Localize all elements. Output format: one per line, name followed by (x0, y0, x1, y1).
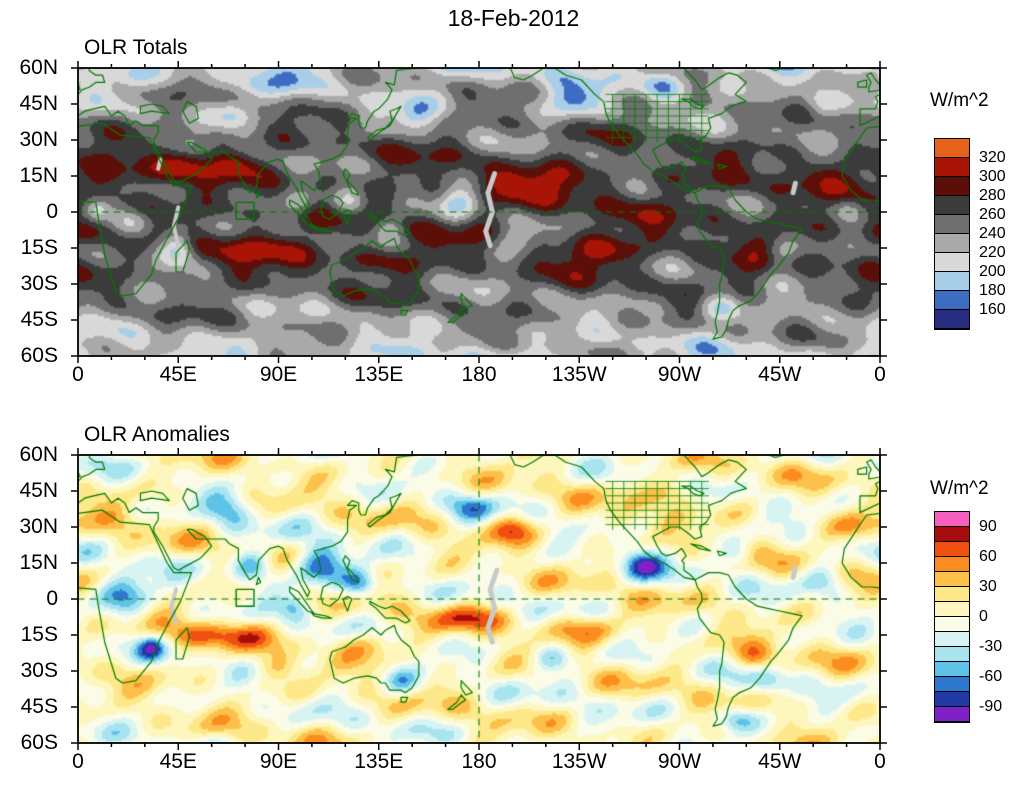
x-tick-label: 0 (874, 750, 886, 773)
y-tick-label: 15N (19, 551, 58, 574)
colorbar-cell (935, 617, 969, 632)
colorbar-tick-label: -30 (979, 638, 1003, 655)
colorbar-cell (935, 158, 969, 177)
colorbar-tick-label: 260 (979, 206, 1006, 223)
colorbar-tick-label: 160 (979, 301, 1006, 318)
y-tick-label: 30N (19, 128, 58, 151)
colorbar-cell (935, 692, 969, 707)
x-tick-label: 90E (259, 363, 298, 386)
colorbar-cell (935, 542, 969, 557)
colorbar-cell (935, 196, 969, 215)
olr-totals-axis-frame (71, 61, 887, 363)
y-tick-label: 15S (20, 236, 58, 259)
colorbar-cell (935, 234, 969, 253)
x-tick-label: 180 (461, 363, 497, 386)
colorbar-cell (935, 662, 969, 677)
colorbar-cell (935, 291, 969, 310)
y-tick-label: 0 (46, 587, 58, 610)
colorbar-tick-label: 60 (979, 548, 997, 565)
y-tick-label: 30N (19, 515, 58, 538)
x-tick-label: 90W (657, 750, 702, 773)
colorbar-cell (935, 253, 969, 272)
y-tick-label: 15N (19, 164, 58, 187)
olr-anomalies-y-axis-labels: 60N 45N 30N 15N 0 15S 30S 45S 60S (2, 444, 68, 754)
colorbar-cell (935, 647, 969, 662)
colorbar-tick-label: -90 (979, 698, 1003, 715)
colorbar-cell (935, 602, 969, 617)
x-tick-label: 135W (551, 750, 607, 773)
colorbar-cell (935, 557, 969, 572)
y-tick-label: 45N (19, 479, 58, 502)
x-tick-label: 135E (354, 750, 404, 773)
colorbar-tick-label: 320 (979, 149, 1006, 166)
y-tick-label: 60N (19, 443, 58, 466)
colorbar-olr-totals: W/m^2 320 300 280 260 240 220 200 180 160 (930, 90, 1027, 330)
colorbar-tick-label: 0 (979, 608, 988, 625)
x-tick-label: 45W (758, 363, 802, 386)
y-tick-label: 45S (20, 308, 58, 331)
colorbar-anomalies-cells: 90 60 30 0 -30 -60 -90 (934, 511, 1002, 723)
colorbar-tick-label: 280 (979, 187, 1006, 204)
x-tick-label: 90W (657, 363, 702, 386)
olr-anomalies-coastline-canvas (78, 455, 880, 743)
colorbar-tick-label: 300 (979, 168, 1006, 185)
colorbar-tick-label: 240 (979, 225, 1006, 242)
colorbar-cell (935, 272, 969, 291)
olr-totals-x-axis-labels: 0 45E 90E 135E 180 135W 90W 45W 0 (72, 363, 886, 389)
colorbar-olr-anomalies: W/m^2 90 60 30 0 -30 -60 -90 (930, 478, 1027, 723)
colorbar-cell (935, 527, 969, 542)
colorbar-cell (935, 587, 969, 602)
colorbar-cell (935, 177, 969, 196)
x-tick-label: 135E (354, 363, 404, 386)
x-tick-label: 180 (461, 750, 497, 773)
olr-anomalies-axis-frame (71, 448, 887, 750)
colorbar-cell (935, 512, 969, 527)
colorbar-cell (935, 632, 969, 647)
olr-anomalies-x-axis-labels: 0 45E 90E 135E 180 135W 90W 45W 0 (72, 750, 886, 776)
colorbar-tick-label: 200 (979, 263, 1006, 280)
colorbar-cell (935, 215, 969, 234)
y-tick-label: 15S (20, 623, 58, 646)
y-tick-label: 60N (19, 56, 58, 79)
colorbar-cell (935, 310, 969, 329)
map-olr-anomalies: 60N 45N 30N 15N 0 15S 30S 45S 60S 0 45E 90E 135E 180… (19, 444, 887, 773)
panel-title-olr-anomalies: OLR Anomalies (84, 423, 230, 446)
colorbar-totals-cells: 320 300 280 260 240 220 200 180 160 (934, 138, 1006, 330)
colorbar-tick-label: -60 (979, 668, 1003, 685)
x-tick-label: 0 (72, 750, 84, 773)
colorbar-tick-label: 220 (979, 244, 1006, 261)
x-tick-label: 45E (159, 750, 197, 773)
y-tick-label: 60S (20, 731, 58, 754)
colorbar-totals-unit-label: W/m^2 (930, 90, 989, 111)
y-tick-label: 45S (20, 695, 58, 718)
colorbar-cell (935, 139, 969, 158)
x-tick-label: 45W (758, 750, 802, 773)
y-tick-label: 0 (46, 200, 58, 223)
olr-totals-y-axis-labels: 60N 45N 30N 15N 0 15S 30S 45S 60S (2, 57, 68, 367)
panel-title-olr-totals: OLR Totals (84, 36, 188, 59)
x-tick-label: 0 (874, 363, 886, 386)
figure-title: 18-Feb-2012 (447, 5, 580, 31)
y-tick-label: 45N (19, 92, 58, 115)
y-tick-label: 30S (20, 659, 58, 682)
y-tick-label: 60S (20, 344, 58, 367)
colorbar-tick-label: 90 (979, 518, 997, 535)
x-tick-label: 135W (551, 363, 607, 386)
map-olr-totals: 60N 45N 30N 15N 0 15S 30S 45S 60S 0 45E 90E 135E 180… (19, 57, 887, 386)
x-tick-label: 45E (159, 363, 197, 386)
colorbar-tick-label: 180 (979, 282, 1006, 299)
colorbar-anomalies-unit-label: W/m^2 (930, 478, 989, 499)
x-tick-label: 90E (259, 750, 298, 773)
colorbar-cell (935, 572, 969, 587)
olr-totals-coastline-canvas (78, 68, 880, 356)
colorbar-cell (935, 677, 969, 692)
colorbar-tick-label: 30 (979, 578, 997, 595)
colorbar-cell (935, 707, 969, 722)
y-tick-label: 30S (20, 272, 58, 295)
x-tick-label: 0 (72, 363, 84, 386)
